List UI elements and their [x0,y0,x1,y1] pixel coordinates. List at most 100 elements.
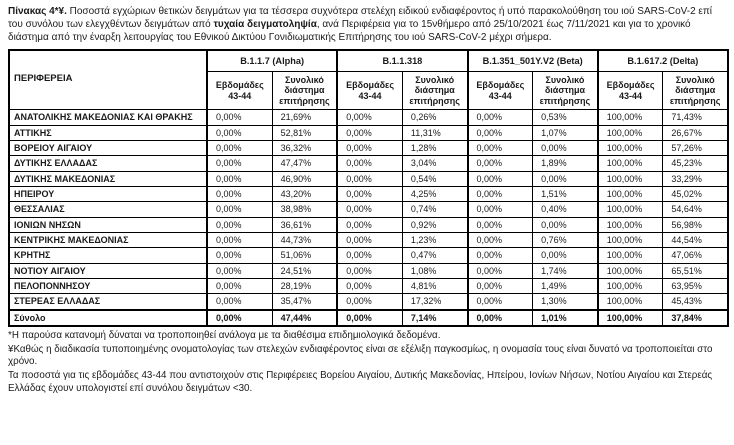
subheader-cell: Εβδομάδες 43-44 [205,71,273,111]
value-cell: 100,00% [596,262,664,279]
value-cell: 57,26% [662,139,729,157]
region-cell: ΠΕΛΟΠΟΝΝΗΣΟΥ [8,277,208,295]
variant-group-header: B.1.617.2 (Delta) [596,49,729,73]
table-row: ΚΡΗΤΗΣ 0,00% 51,06% 0,00% 0,47% 0,00% 0,00% 100… [8,247,729,264]
value-cell: 0,00% [466,231,534,249]
region-cell: ΔΥΤΙΚΗΣ ΕΛΛΑΔΑΣ [8,155,208,172]
value-cell: 0,00% [205,262,273,279]
value-cell: 3,04% [401,155,469,172]
value-cell: 100,00% [596,155,664,172]
value-cell: 0,00% [336,277,403,295]
title-prefix: Πίνακας 4*¥. [8,6,67,17]
value-cell: 100,00% [596,109,664,126]
value-cell: 54,64% [662,201,729,218]
total-row: Σύνολο 0,00% 47,44% 0,00% 7,14% 0,00% 1,01% 100… [8,308,729,327]
value-cell: 0,53% [532,109,599,126]
value-cell: 1,08% [401,262,469,279]
value-cell: 0,00% [336,201,403,218]
value-cell: 0,00% [336,231,403,249]
subheader-cell: Συνολικό διάστημα επιτήρησης [271,71,338,111]
table-row: ΠΕΛΟΠΟΝΝΗΣΟΥ 0,00% 28,19% 0,00% 4,81% 0,00% 1,… [8,277,729,295]
table-row: ΘΕΣΣΑΛΙΑΣ 0,00% 38,98% 0,00% 0,74% 0,00% 0,40%… [8,201,729,218]
table-row: ΚΕΝΤΡΙΚΗΣ ΜΑΚΕΔΟΝΙΑΣ 0,00% 44,73% 0,00% 1,23… [8,231,729,249]
table-row: ΑΤΤΙΚΗΣ 0,00% 52,81% 0,00% 11,31% 0,00% 1,07% 1… [8,124,729,141]
value-cell: 0,00% [205,170,273,187]
value-cell: 56,98% [662,216,729,233]
value-cell: 38,98% [271,201,338,218]
variant-group-header: B.1.351_501Y.V2 (Beta) [466,49,599,73]
value-cell: 0,00% [466,277,534,295]
value-cell: 0,00% [336,308,403,327]
region-cell: ΑΤΤΙΚΗΣ [8,124,208,141]
value-cell: 71,43% [662,109,729,126]
value-cell: 35,47% [271,293,338,311]
footnote: Τα ποσοστά για τις εβδομάδες 43-44 που α… [8,370,713,394]
value-cell: 0,00% [336,124,403,141]
value-cell: 0,00% [205,293,273,311]
value-cell: 0,00% [466,247,534,264]
value-cell: 33,29% [662,170,729,187]
value-cell: 100,00% [596,308,664,327]
region-cell: ΚΡΗΤΗΣ [8,247,208,264]
table-body: ΑΝΑΤΟΛΙΚΗΣ ΜΑΚΕΔΟΝΙΑΣ ΚΑΙ ΘΡΑΚΗΣ 0,00% 21,… [8,109,729,311]
value-cell: 100,00% [596,170,664,187]
value-cell: 0,00% [466,262,534,279]
value-cell: 0,76% [532,231,599,249]
region-column-header: ΠΕΡΙΦΕΡΕΙΑ [8,49,208,111]
value-cell: 0,74% [401,201,469,218]
value-cell: 1,01% [532,308,599,327]
value-cell: 0,00% [466,201,534,218]
value-cell: 1,30% [532,293,599,311]
value-cell: 0,00% [205,139,273,157]
value-cell: 100,00% [596,231,664,249]
table-footer: Σύνολο 0,00% 47,44% 0,00% 7,14% 0,00% 1,01% 100… [8,308,729,327]
region-cell: ΔΥΤΙΚΗΣ ΜΑΚΕΔΟΝΙΑΣ [8,170,208,187]
region-cell: ΗΠΕΙΡΟΥ [8,185,208,203]
table-row: ΣΤΕΡΕΑΣ ΕΛΛΑΔΑΣ 0,00% 35,47% 0,00% 17,32% 0,0… [8,293,729,311]
value-cell: 0,00% [336,139,403,157]
value-cell: 0,00% [466,216,534,233]
value-cell: 0,00% [205,124,273,141]
value-cell: 0,00% [336,262,403,279]
value-cell: 0,00% [466,139,534,157]
subheader-cell: Εβδομάδες 43-44 [596,71,664,111]
value-cell: 21,69% [271,109,338,126]
table-row: ΙΟΝΙΩΝ ΝΗΣΩΝ 0,00% 36,61% 0,00% 0,92% 0,00% 0,… [8,216,729,233]
value-cell: 0,00% [336,293,403,311]
subheader-cell: Συνολικό διάστημα επιτήρησης [532,71,599,111]
value-cell: 51,06% [271,247,338,264]
value-cell: 100,00% [596,216,664,233]
value-cell: 0,00% [205,201,273,218]
value-cell: 1,89% [532,155,599,172]
value-cell: 0,00% [466,124,534,141]
subheader-cell: Συνολικό διάστημα επιτήρησης [401,71,469,111]
subheader-cell: Συνολικό διάστημα επιτήρησης [662,71,729,111]
value-cell: 43,20% [271,185,338,203]
value-cell: 0,00% [336,170,403,187]
footnotes: *Η παρούσα κατανομή δύναται να τροποποιη… [8,330,726,396]
footnote: *Η παρούσα κατανομή δύναται να τροποποιη… [8,329,441,341]
value-cell: 44,54% [662,231,729,249]
subheader-cell: Εβδομάδες 43-44 [336,71,403,111]
value-cell: 1,23% [401,231,469,249]
variant-group-header: B.1.1.7 (Alpha) [205,49,338,73]
value-cell: 7,14% [401,308,469,327]
value-cell: 0,40% [532,201,599,218]
value-cell: 4,25% [401,185,469,203]
value-cell: 0,00% [336,247,403,264]
value-cell: 0,00% [205,185,273,203]
footnote: ¥Καθώς η διαδικασία τυποποιημένης ονοματ… [8,343,713,368]
value-cell: 0,00% [205,231,273,249]
value-cell: 65,51% [662,262,729,279]
value-cell: 0,00% [466,293,534,311]
variant-table: ΠΕΡΙΦΕΡΕΙΑ B.1.1.7 (Alpha) B.1.1.318 B.1.3… [8,48,729,327]
value-cell: 0,00% [205,109,273,126]
value-cell: 17,32% [401,293,469,311]
value-cell: 1,51% [532,185,599,203]
value-cell: 52,81% [271,124,338,141]
variant-group-header: B.1.1.318 [336,49,469,73]
subheader-cell: Εβδομάδες 43-44 [466,71,534,111]
value-cell: 24,51% [271,262,338,279]
region-cell: ΒΟΡΕΙΟΥ ΑΙΓΑΙΟΥ [8,139,208,157]
